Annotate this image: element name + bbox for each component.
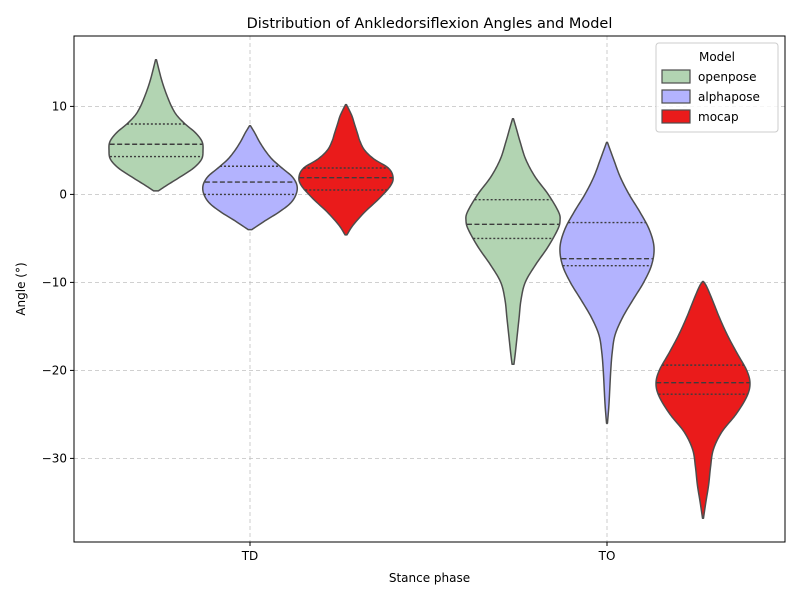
violins xyxy=(108,59,751,519)
x-tick-label: TO xyxy=(598,549,616,563)
x-tick-label: TD xyxy=(241,549,259,563)
violin-alphapose-TD xyxy=(201,125,299,231)
y-tick-label: −30 xyxy=(42,451,67,465)
legend: Model openpose alphapose mocap xyxy=(655,42,779,133)
violin-mocap-TO xyxy=(655,280,751,519)
legend-label-openpose: openpose xyxy=(698,70,757,84)
chart-title: Distribution of Ankledorsiflexion Angles… xyxy=(247,16,613,32)
legend-title: Model xyxy=(699,50,735,64)
y-tick-label: 10 xyxy=(52,99,67,113)
y-axis-label: Angle (°) xyxy=(14,262,28,315)
y-tick-label: −20 xyxy=(42,363,67,377)
legend-swatch-openpose xyxy=(661,69,691,84)
y-tick-label: 0 xyxy=(59,187,67,201)
x-axis-label: Stance phase xyxy=(389,571,470,585)
legend-label-mocap: mocap xyxy=(698,110,739,124)
plot-frame xyxy=(73,35,786,543)
legend-swatch-mocap xyxy=(661,109,691,124)
legend-swatch-alphapose xyxy=(661,89,691,104)
legend-label-alphapose: alphapose xyxy=(698,90,760,104)
ticks: 10 0 −10 −20 −30 TD TO xyxy=(42,99,616,563)
violin-alphapose-TO xyxy=(559,141,655,424)
violin-openpose-TO xyxy=(465,117,561,365)
violin-mocap-TD xyxy=(298,103,394,236)
y-tick-label: −10 xyxy=(42,275,67,289)
violin-openpose-TD xyxy=(108,59,204,192)
